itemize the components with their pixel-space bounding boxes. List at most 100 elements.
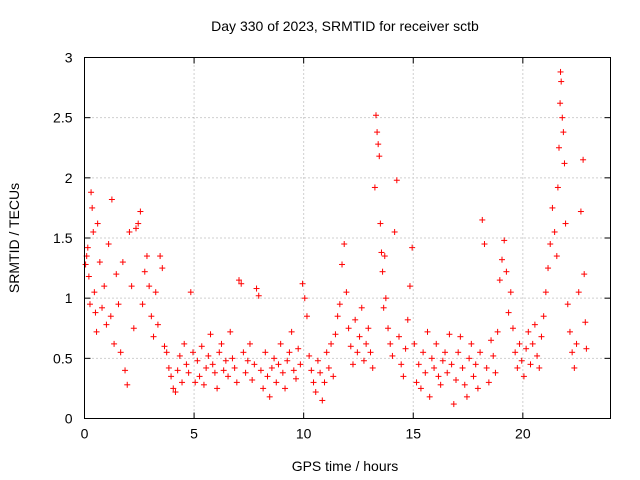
data-point: [411, 340, 418, 347]
data-point: [286, 349, 293, 356]
data-point: [185, 369, 192, 376]
data-point: [377, 220, 384, 227]
data-point: [573, 340, 580, 347]
data-point: [148, 313, 155, 320]
y-tick-label: 0: [65, 411, 73, 427]
y-axis-label: SRMTID / TECUs: [6, 183, 22, 293]
data-point: [94, 220, 101, 227]
data-point: [246, 340, 253, 347]
data-point: [389, 352, 396, 359]
data-point: [437, 381, 444, 388]
data-point: [549, 204, 556, 211]
data-point: [354, 349, 361, 356]
data-point: [143, 253, 150, 260]
data-point: [356, 333, 363, 340]
data-point: [431, 364, 438, 371]
data-point: [89, 204, 96, 211]
data-point: [183, 361, 190, 368]
data-point: [571, 364, 578, 371]
data-point: [187, 289, 194, 296]
data-point: [189, 349, 196, 356]
data-point: [446, 331, 453, 338]
data-point: [450, 401, 457, 408]
data-point: [91, 289, 98, 296]
data-point: [200, 381, 207, 388]
data-point: [225, 373, 232, 380]
x-axis-label: GPS time / hours: [292, 458, 399, 474]
y-tick-label: 1: [65, 290, 73, 306]
data-point: [85, 273, 92, 280]
data-point: [323, 349, 330, 356]
data-point: [503, 268, 510, 275]
data-point: [400, 373, 407, 380]
data-point: [583, 345, 590, 352]
data-point: [266, 393, 273, 400]
data-point: [477, 349, 484, 356]
data-point: [470, 373, 477, 380]
data-point: [179, 379, 186, 386]
data-point: [461, 381, 468, 388]
data-point: [371, 184, 378, 191]
data-point: [240, 349, 247, 356]
data-point: [385, 325, 392, 332]
data-point: [181, 340, 188, 347]
data-point: [404, 316, 411, 323]
data-point: [236, 277, 243, 284]
data-points: [82, 68, 590, 408]
data-point: [358, 304, 365, 311]
data-point: [391, 228, 398, 235]
data-point: [108, 196, 115, 203]
data-point: [214, 385, 221, 392]
data-point: [525, 328, 532, 335]
y-tick-labels: 0 0.5 1 1.5 2 2.5 3: [53, 50, 73, 427]
axis-ticks: [84, 57, 611, 419]
data-point: [312, 389, 319, 396]
data-point: [339, 261, 346, 268]
data-point: [381, 253, 388, 260]
data-point: [264, 373, 271, 380]
data-point: [308, 367, 315, 374]
data-point: [527, 361, 534, 368]
data-point: [96, 259, 103, 266]
data-point: [422, 369, 429, 376]
data-point: [379, 268, 386, 275]
data-point: [545, 265, 552, 272]
data-point: [402, 345, 409, 352]
data-point: [163, 349, 170, 356]
data-point: [244, 357, 251, 364]
data-point: [481, 241, 488, 248]
data-point: [205, 352, 212, 359]
data-point: [334, 313, 341, 320]
data-point: [282, 385, 289, 392]
data-point: [466, 355, 473, 362]
data-point: [582, 319, 589, 326]
data-point: [137, 208, 144, 215]
data-point: [507, 289, 514, 296]
data-point: [490, 352, 497, 359]
data-point: [192, 379, 199, 386]
data-point: [580, 156, 587, 163]
data-point: [330, 373, 337, 380]
y-tick-label: 1.5: [53, 230, 73, 246]
data-point: [295, 345, 302, 352]
data-point: [332, 331, 339, 338]
data-point: [126, 228, 133, 235]
data-point: [365, 325, 372, 332]
data-point: [457, 333, 464, 340]
data-point: [260, 385, 267, 392]
data-point: [345, 325, 352, 332]
chart-title: Day 330 of 2023, SRMTID for receiver sct…: [211, 18, 479, 34]
data-point: [103, 321, 110, 328]
data-point: [229, 355, 236, 362]
data-point: [170, 385, 177, 392]
data-point: [499, 256, 506, 263]
y-tick-label: 2.5: [53, 110, 73, 126]
data-point: [211, 369, 218, 376]
data-point: [561, 160, 568, 167]
data-point: [538, 333, 545, 340]
data-point: [150, 333, 157, 340]
data-point: [165, 364, 172, 371]
data-point: [505, 309, 512, 316]
data-point: [336, 301, 343, 308]
data-point: [557, 100, 564, 107]
